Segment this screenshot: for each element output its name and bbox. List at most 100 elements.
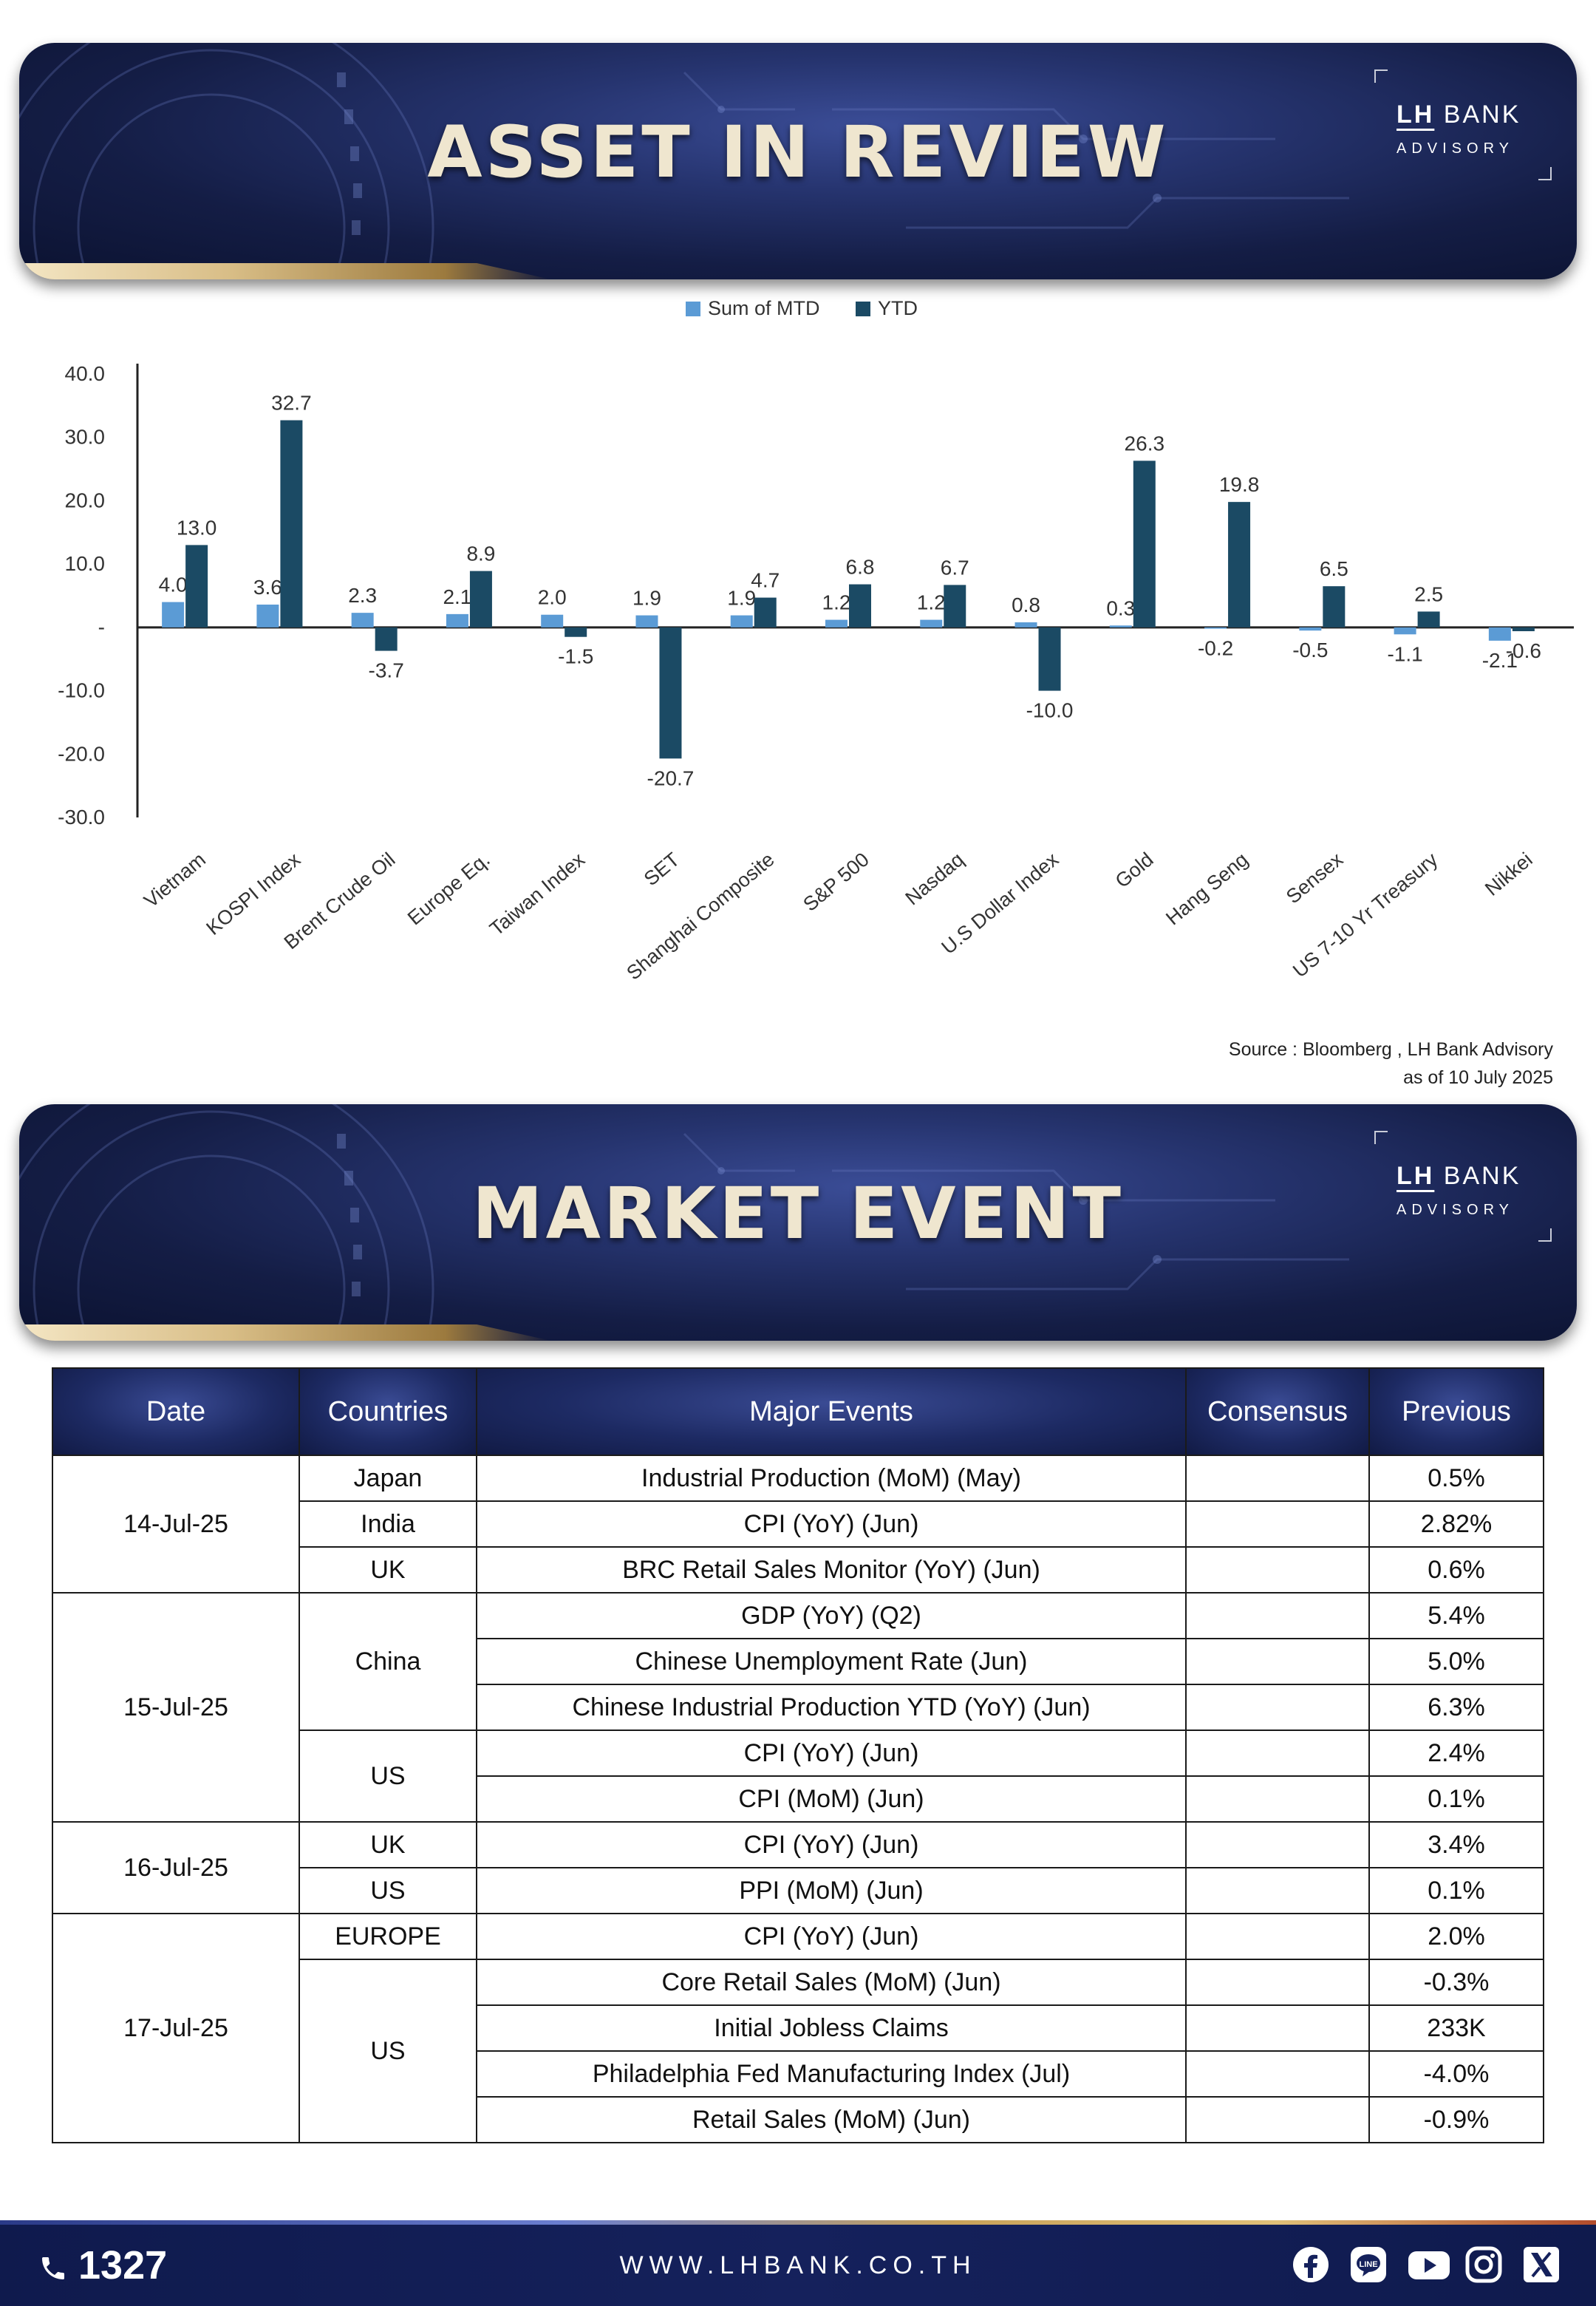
gold-accent-line xyxy=(19,263,551,279)
mtd-data-label: 0.3 xyxy=(1106,596,1135,619)
event-name: Philadelphia Fed Manufacturing Index (Ju… xyxy=(476,2050,1187,2098)
event-date: 16-Jul-25 xyxy=(52,1821,300,1914)
ytd-bar xyxy=(1133,460,1156,627)
event-name: Chinese Unemployment Rate (Jun) xyxy=(476,1638,1187,1685)
phone-number[interactable]: 1327 xyxy=(38,2242,167,2288)
line-icon[interactable]: LINE xyxy=(1349,2245,1388,2284)
logo-subtitle: ADVISORY xyxy=(1396,140,1514,157)
market-events-table: Date Countries Major Events Consensus Pr… xyxy=(52,1367,1544,2143)
ytd-data-label: 6.8 xyxy=(846,556,875,579)
mtd-bar xyxy=(1394,627,1416,635)
mtd-bar xyxy=(446,613,468,627)
ytd-data-label: 8.9 xyxy=(466,543,495,565)
ytd-data-label: 6.5 xyxy=(1320,557,1348,580)
legend-label: Sum of MTD xyxy=(708,297,820,319)
ytd-data-label: 2.5 xyxy=(1414,582,1443,605)
event-previous: -0.9% xyxy=(1368,2096,1544,2143)
y-tick-label: -30.0 xyxy=(58,806,105,829)
table-row: Initial Jobless Claims 233K xyxy=(52,2004,1544,2052)
event-previous: 5.4% xyxy=(1368,1592,1544,1639)
event-previous: 2.4% xyxy=(1368,1730,1544,1777)
youtube-icon[interactable] xyxy=(1407,2245,1450,2284)
event-previous: 0.5% xyxy=(1368,1455,1544,1502)
ytd-data-label: 26.3 xyxy=(1125,432,1165,455)
event-date: 14-Jul-25 xyxy=(52,1455,300,1594)
ytd-bar xyxy=(944,585,966,627)
y-tick-label: 40.0 xyxy=(65,362,106,385)
header-major-events: Major Events xyxy=(476,1367,1187,1456)
event-consensus xyxy=(1185,2050,1370,2098)
table-row: US CPI (YoY) (Jun) 2.4% xyxy=(52,1730,1544,1823)
ytd-bar xyxy=(1323,586,1346,627)
event-consensus xyxy=(1185,1638,1370,1685)
event-name: Initial Jobless Claims xyxy=(476,2004,1187,2052)
event-consensus xyxy=(1185,1821,1370,1868)
mtd-data-label: 2.3 xyxy=(348,584,377,607)
mtd-bar xyxy=(541,614,564,627)
table-row: 17-Jul-25 EUROPE CPI (YoY) (Jun) 2.0% xyxy=(52,1913,1544,2143)
ytd-data-label: 6.7 xyxy=(941,556,969,579)
event-country: US xyxy=(299,1867,477,1914)
table-row: Philadelphia Fed Manufacturing Index (Ju… xyxy=(52,2050,1544,2098)
mtd-data-label: 0.8 xyxy=(1012,593,1040,616)
ytd-bar xyxy=(754,597,777,627)
table-row: Retail Sales (MoM) (Jun) -0.9% xyxy=(52,2096,1544,2143)
mtd-data-label: 1.2 xyxy=(917,591,946,614)
mtd-bar xyxy=(920,619,943,627)
social-icons: LINE xyxy=(1292,2245,1561,2284)
instagram-icon[interactable] xyxy=(1464,2245,1503,2284)
event-country: EUROPE xyxy=(299,1913,477,1960)
mtd-data-label: 4.0 xyxy=(159,574,188,596)
x-icon[interactable] xyxy=(1522,2245,1561,2284)
event-date: 17-Jul-25 xyxy=(52,1913,300,2143)
ytd-data-label: 13.0 xyxy=(177,516,217,539)
ytd-data-label: 4.7 xyxy=(751,569,780,592)
mtd-bar xyxy=(825,619,848,627)
ytd-bar xyxy=(185,545,208,627)
asset-performance-chart: Sum of MTD YTD 40.0 30.0 20.0 10.0 - -10.0 -20.0… xyxy=(58,297,1574,984)
event-consensus xyxy=(1185,1959,1370,2006)
y-tick-label: 20.0 xyxy=(65,489,106,511)
table-header-row: Date Countries Major Events Consensus Pr… xyxy=(52,1367,1544,1456)
website-link[interactable]: WWW.LHBANK.CO.TH xyxy=(619,2251,977,2279)
facebook-icon[interactable] xyxy=(1292,2245,1330,2284)
y-tick-label: -20.0 xyxy=(58,742,105,765)
ytd-bar xyxy=(565,627,587,637)
phone-label: 1327 xyxy=(78,2243,168,2288)
circuit-decoration xyxy=(19,43,1349,279)
ytd-bar xyxy=(280,420,303,627)
table-row: Chinese Industrial Production YTD (YoY) … xyxy=(52,1684,1544,1731)
event-previous: 2.82% xyxy=(1368,1500,1544,1548)
event-country: China xyxy=(299,1592,477,1731)
banner-title: MARKET EVENT xyxy=(472,1172,1124,1255)
table-row: 16-Jul-25 UK CPI (YoY) (Jun) 3.4% xyxy=(52,1821,1544,1914)
event-country: India xyxy=(299,1500,477,1548)
x-category-label: Gold xyxy=(1111,848,1158,893)
event-previous: 6.3% xyxy=(1368,1684,1544,1731)
logo-prefix: LH xyxy=(1396,1162,1435,1190)
event-name: Chinese Industrial Production YTD (YoY) … xyxy=(476,1684,1187,1731)
mtd-data-label: 3.6 xyxy=(253,576,282,599)
event-name: CPI (YoY) (Jun) xyxy=(476,1500,1187,1548)
table-row: US PPI (MoM) (Jun) 0.1% xyxy=(52,1867,1544,1914)
x-category-label: Vietnam xyxy=(140,848,210,912)
event-previous: 5.0% xyxy=(1368,1638,1544,1685)
ytd-data-label: -3.7 xyxy=(369,659,404,682)
event-country: Japan xyxy=(299,1455,477,1502)
table-row: 14-Jul-25 Japan Industrial Production (MoM… xyxy=(52,1455,1544,1594)
ytd-bar xyxy=(1038,627,1061,691)
legend-swatch xyxy=(686,302,700,316)
mtd-bar xyxy=(1014,622,1037,627)
gold-accent-line xyxy=(19,1324,551,1341)
mtd-data-label: -2.1 xyxy=(1482,649,1518,672)
ytd-data-label: 32.7 xyxy=(271,392,312,415)
ytd-data-label: 19.8 xyxy=(1219,473,1260,496)
mtd-bar xyxy=(1109,625,1132,627)
mtd-bar xyxy=(635,615,658,627)
ytd-bar xyxy=(659,627,682,759)
event-country: US xyxy=(299,1730,477,1823)
header-date: Date xyxy=(52,1367,300,1456)
market-event-banner: MARKET EVENT LH BANK ADVISORY xyxy=(19,1104,1577,1341)
event-previous: -0.3% xyxy=(1368,1959,1544,2006)
x-category-label: Sensex xyxy=(1282,848,1348,908)
